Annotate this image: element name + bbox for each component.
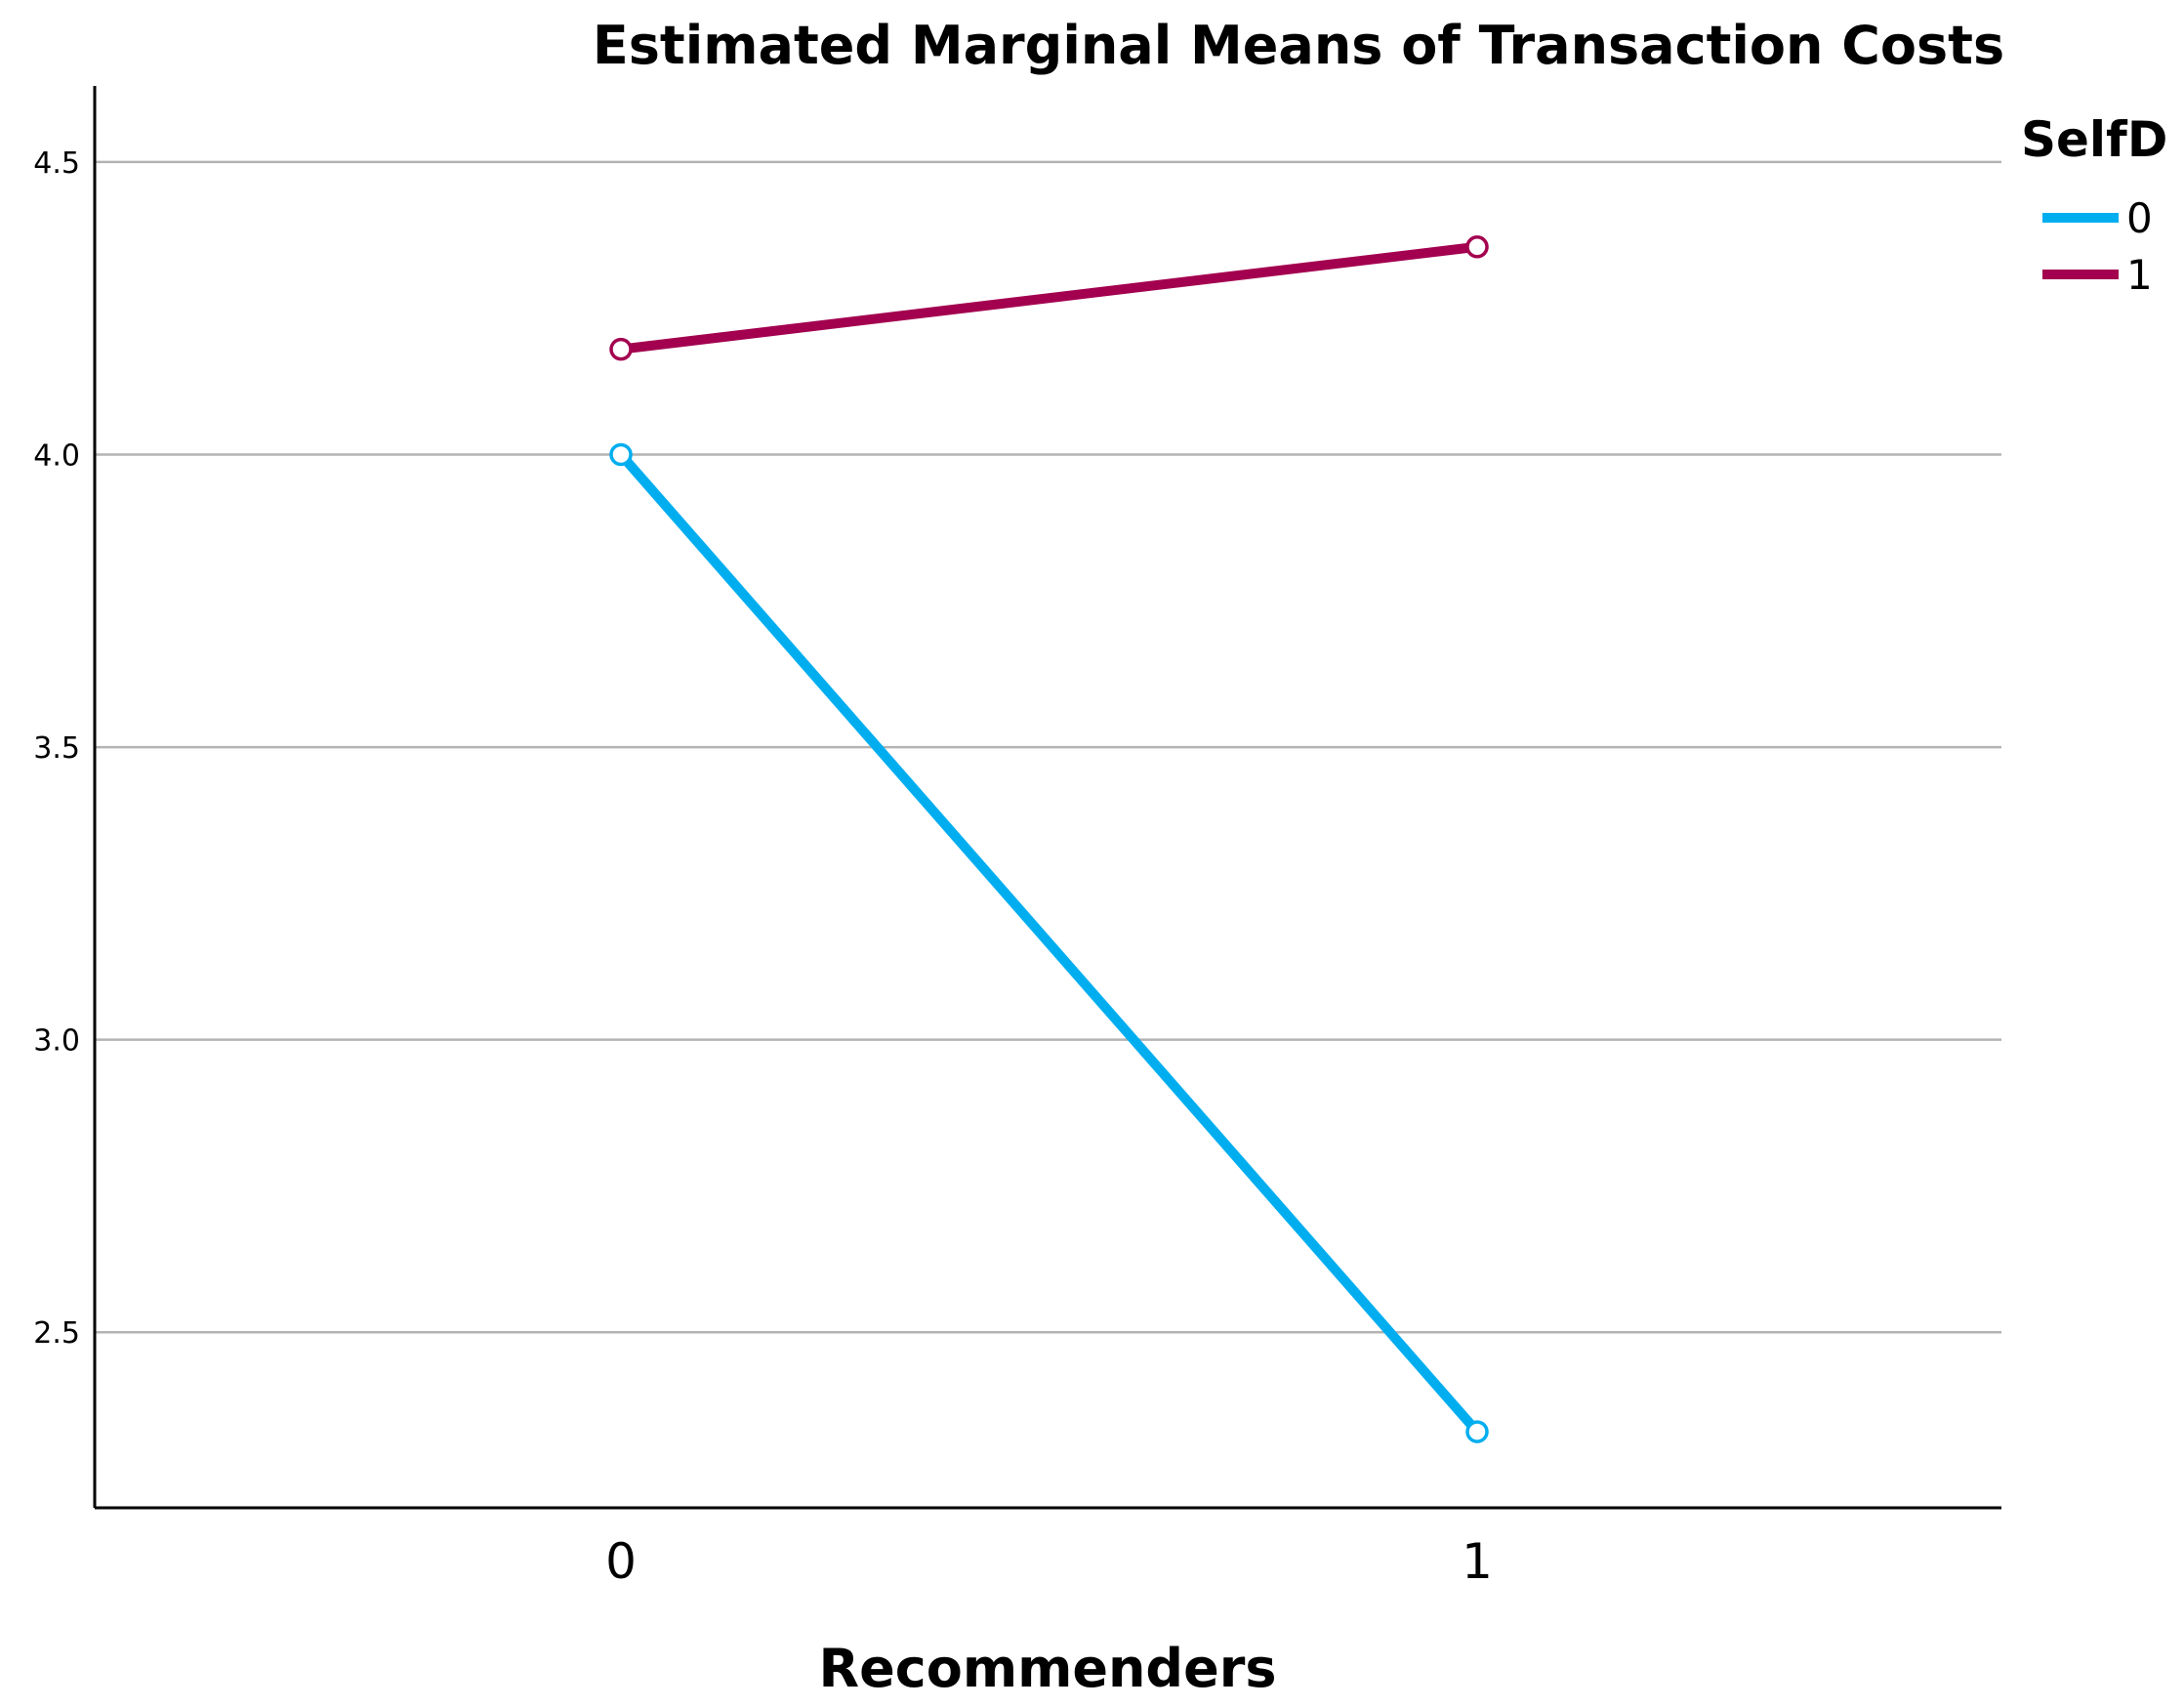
axes — [93, 86, 2001, 1510]
y-tick-labels: 2.5 3.0 3.5 4.0 4.5 — [33, 146, 80, 1351]
x-tick-label: 1 — [1462, 1533, 1493, 1590]
legend-label-1: 1 — [2126, 251, 2153, 299]
chart-title: Estimated Marginal Means of Transaction … — [593, 15, 2004, 76]
legend-title: SelfD — [2021, 111, 2167, 168]
x-tick-label: 0 — [605, 1533, 637, 1590]
data-point — [609, 442, 633, 467]
series-line-1 — [616, 241, 1482, 354]
y-tick-label: 4.5 — [33, 146, 80, 181]
series-lines — [609, 235, 1489, 1443]
data-point — [1465, 235, 1489, 259]
y-tick-label: 4.0 — [33, 438, 80, 473]
y-tick-label: 3.5 — [33, 731, 80, 766]
y-tick-label: 2.5 — [33, 1316, 80, 1351]
y-tick-label: 3.0 — [33, 1024, 80, 1059]
grid-lines — [95, 160, 2001, 1334]
data-point — [1465, 1420, 1489, 1443]
legend: SelfD 01 — [2021, 111, 2167, 299]
series-line-0 — [616, 449, 1482, 1437]
legend-items: 01 — [2042, 194, 2153, 299]
legend-label-0: 0 — [2126, 194, 2153, 242]
data-point — [609, 337, 633, 361]
x-axis-label: Recommenders — [819, 1638, 1277, 1699]
